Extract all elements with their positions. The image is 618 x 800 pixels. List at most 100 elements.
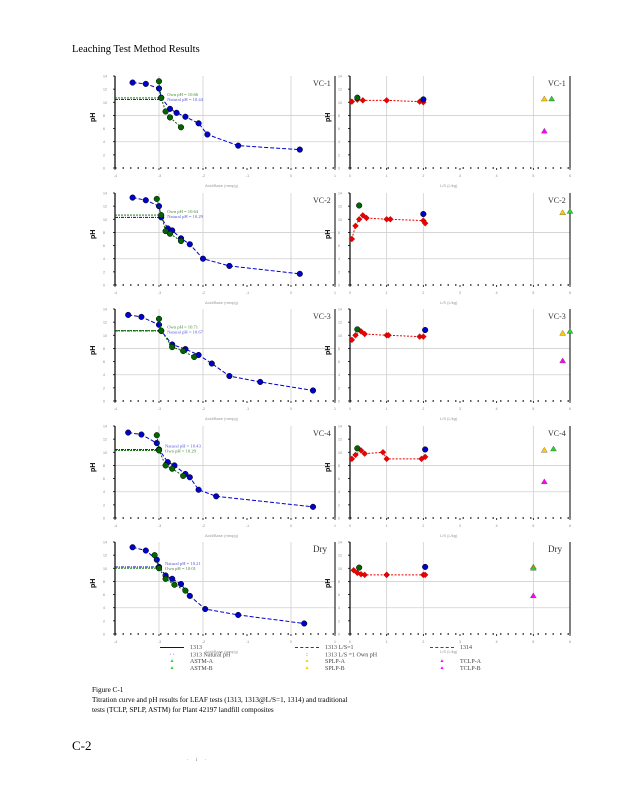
y-axis-label: pH [90,463,97,472]
x-tick-label: 6 [569,524,571,528]
page-number: C-2 [72,738,92,753]
panel-title: VC-2 [548,196,566,205]
point-1313-l-s-1 [354,94,361,101]
legend-item: ▲ SPLP-A [295,659,346,667]
y-tick-label: 6 [103,127,105,131]
point-1314 [348,455,356,463]
y-tick-label: 8 [338,464,340,468]
x-axis-label: Acid/Base (meq/g) [205,300,239,305]
x-tick-label: -3 [158,407,161,411]
page-title: Leaching Test Method Results [72,44,200,55]
x-tick-label: -2 [202,407,205,411]
x-tick-label: 1 [334,407,336,411]
y-tick-label: 8 [338,347,340,351]
chart-svg: 0 2 4 6 8 10 12 14 -4 -3 -2 -1 0 1 pH Acid/Base (meq/g)… [90,308,336,422]
point-1313-l-s-1 [169,344,176,351]
point-1314 [421,453,429,461]
y-tick-label: 2 [338,619,340,623]
y-tick-label: 12 [103,321,107,325]
legend-item: ▲ ASTM-A [160,659,214,667]
legend-swatch: ▲ [169,666,175,672]
point-1313-l-s-1 [162,108,169,115]
point-1313-l-s-1 [356,564,363,571]
x-tick-label: 3 [459,291,461,295]
y-tick-label: 2 [103,270,105,274]
x-tick-label: 0 [290,291,292,295]
natural-ph-annotation: Natural pH = 10.67 [167,330,203,335]
y-tick-label: 4 [338,490,340,494]
y-axis-label: pH [90,346,97,355]
x-tick-label: 0 [290,524,292,528]
x-axis-label: L/S (L/kg) [440,416,458,421]
chart-panel-vc-1-titration: 0 2 4 6 8 10 12 14 -4 -3 -2 -1 0 1 pH Acid/Base (meq/g)… [85,70,336,189]
y-tick-label: 10 [103,451,107,455]
point-1313-l-s-1 [162,575,169,582]
series-line-1313 [132,82,300,151]
point-1313-natural-ph [422,326,429,334]
x-tick-label: 5 [532,407,534,411]
point-1313-l-s-1 [158,212,165,219]
x-tick-label: 2 [422,524,424,528]
y-tick-label: 10 [338,218,342,222]
point-1313 [199,255,207,262]
y-tick-label: 6 [338,127,340,131]
y-tick-label: 14 [338,308,342,312]
y-axis-label: pH [325,463,332,472]
y-tick-label: 2 [338,153,340,157]
y-tick-label: 6 [103,244,105,248]
point-astm [548,95,555,102]
point-1313 [129,544,136,551]
legend-swatch [160,647,184,649]
x-tick-label: 3 [459,524,461,528]
point-1313-l-s-1 [166,114,174,121]
y-tick-label: 14 [103,75,107,79]
point-1313-l-s-1 [162,462,169,469]
x-axis-label: Acid/Base (meq/g) [205,416,239,421]
legend-item: 1314 [430,645,472,653]
y-tick-label: 2 [338,503,340,507]
y-axis-label: pH [90,230,97,239]
y-tick-label: 6 [338,360,340,364]
x-tick-label: -3 [158,524,161,528]
chart-panel-vc-2-titration: 0 2 4 6 8 10 12 14 -4 -3 -2 -1 0 1 pH Acid/Base (meq/g)… [85,187,336,306]
legend-swatch: ▲ [304,659,310,665]
x-tick-label: -2 [202,291,205,295]
x-tick-label: -1 [246,407,249,411]
point-splp [559,209,566,215]
point-1313-l-s-1 [155,78,163,85]
y-tick-label: 10 [103,101,107,105]
x-tick-label: 0 [349,524,351,528]
point-1313-l-s-1 [191,353,198,361]
y-tick-label: 4 [103,373,105,377]
x-tick-label: 3 [459,640,461,644]
y-tick-label: 14 [103,308,107,312]
point-1313 [166,105,174,112]
chart-panel-dry-titration: 0 2 4 6 8 10 12 14 -4 -3 -2 -1 0 1 pH Acid/Base (meq/g)… [85,536,336,655]
x-tick-label: 0 [349,174,351,178]
y-tick-label: 6 [103,593,105,597]
y-tick-label: 12 [103,554,107,558]
y-tick-label: 12 [103,438,107,442]
y-tick-label: 0 [103,284,105,288]
x-tick-label: 2 [422,291,424,295]
chart-svg: 0 2 4 6 8 10 12 14 -4 -3 -2 -1 0 1 pH Acid/Base (meq/g)… [90,192,336,306]
legend-item: ▲ TCLP-B [430,666,481,674]
legend-swatch: · · [169,652,175,658]
point-1313-l-s-1 [356,202,363,209]
x-tick-label: -1 [246,524,249,528]
y-tick-label: 14 [103,541,107,545]
y-tick-label: 2 [103,153,105,157]
legend-label: TCLP-A [460,659,481,665]
x-tick-label: 1 [334,174,336,178]
x-tick-label: -4 [114,291,117,295]
legend-swatch: ▲ [439,666,445,672]
point-1313-l-s-1 [354,445,361,452]
point-1313 [182,113,189,120]
y-tick-label: 0 [338,517,340,521]
panel-title: Dry [548,544,562,554]
point-tclp [559,357,566,364]
y-tick-label: 14 [338,192,342,196]
